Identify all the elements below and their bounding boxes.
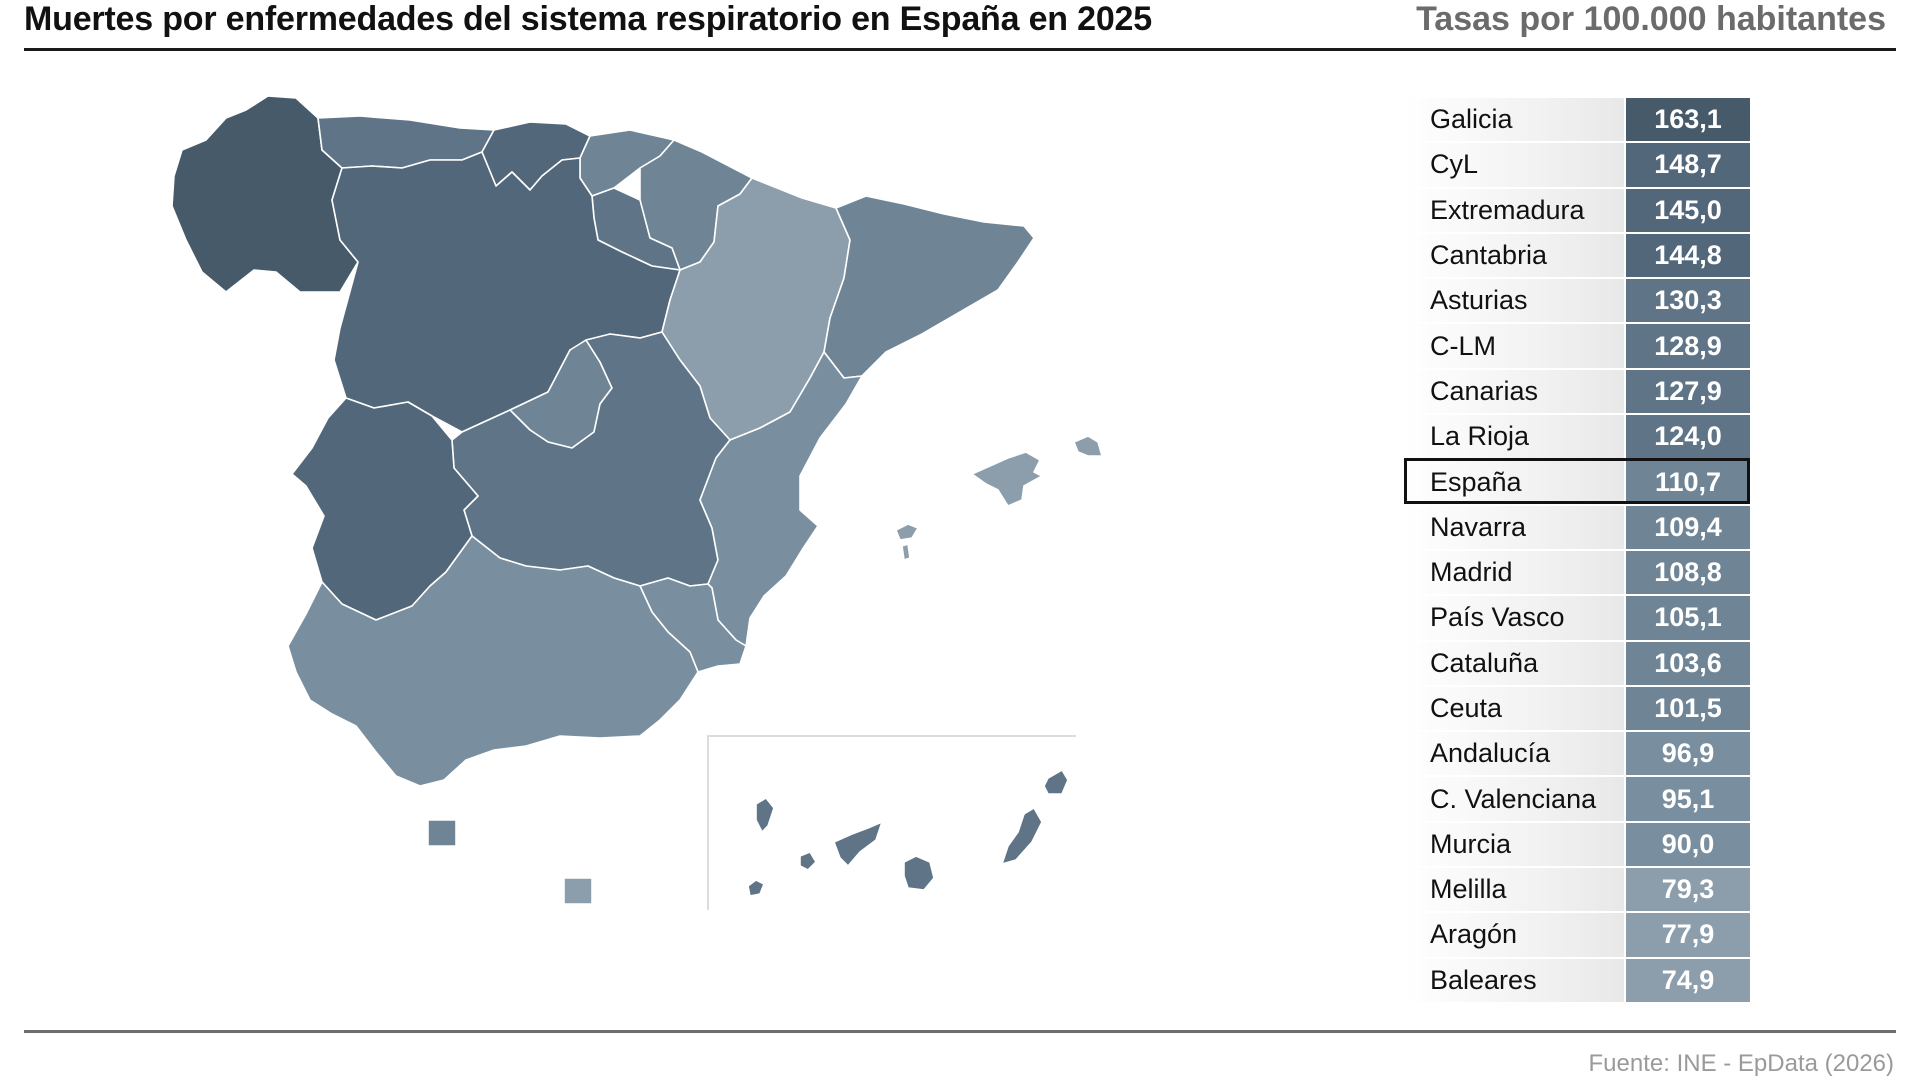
ranking-row: Madrid 108,8 — [1404, 548, 1750, 595]
ranking-region-name: Murcia — [1404, 822, 1624, 867]
ranking-row: Ceuta 101,5 — [1404, 684, 1750, 731]
ranking-table: Galicia 163,1 CyL 148,7 Extremadura 145,0 Cant… — [1404, 96, 1750, 1002]
ranking-region-name: CyL — [1404, 143, 1624, 187]
ranking-row: Asturias 130,3 — [1404, 277, 1750, 323]
ranking-rate-value: 95,1 — [1624, 777, 1750, 821]
ranking-row: Aragón 77,9 — [1404, 911, 1750, 957]
ranking-rate-value: 90,0 — [1624, 822, 1750, 867]
ranking-rate-value: 163,1 — [1624, 98, 1750, 142]
ranking-region-name: La Rioja — [1404, 415, 1624, 459]
ranking-rate-value: 101,5 — [1624, 686, 1750, 731]
ranking-row: Extremadura 145,0 — [1404, 186, 1750, 232]
ranking-region-name: Ceuta — [1404, 686, 1624, 731]
ranking-row: Murcia 90,0 — [1404, 820, 1750, 867]
map-region-cataluna[interactable] — [823, 195, 1035, 379]
map-region-baleares[interactable] — [895, 435, 1103, 561]
ranking-rate-value: 79,3 — [1624, 868, 1750, 912]
ranking-region-name: Canarias — [1404, 369, 1624, 414]
ranking-region-name: Galicia — [1404, 98, 1624, 142]
source-note: Fuente: INE - EpData (2026) — [1588, 1050, 1894, 1077]
canarias-inset-frame — [707, 735, 1076, 910]
page-subtitle: Tasas por 100.000 habitantes — [1416, 0, 1886, 38]
ranking-rate-value: 103,6 — [1624, 641, 1750, 685]
ranking-region-name: Navarra — [1404, 505, 1624, 549]
ranking-rate-value: 105,1 — [1624, 596, 1750, 640]
ranking-rate-value: 148,7 — [1624, 143, 1750, 187]
ranking-row-spain-total: España 110,7 — [1404, 458, 1750, 504]
ranking-region-name: Cantabria — [1404, 233, 1624, 278]
ranking-rate-value: 124,0 — [1624, 415, 1750, 459]
footer-divider — [24, 1030, 1896, 1033]
ranking-region-name: España — [1404, 460, 1624, 504]
ranking-region-name: Baleares — [1404, 958, 1624, 1002]
ranking-row: CyL 148,7 — [1404, 141, 1750, 187]
ranking-row: Navarra 109,4 — [1404, 503, 1750, 549]
ranking-rate-value: 127,9 — [1624, 369, 1750, 414]
page-title: Muertes por enfermedades del sistema res… — [24, 0, 1152, 38]
ranking-rate-value: 109,4 — [1624, 505, 1750, 549]
ranking-row: Melilla 79,3 — [1404, 866, 1750, 912]
ranking-row: País Vasco 105,1 — [1404, 594, 1750, 640]
ranking-rate-value: 128,9 — [1624, 324, 1750, 368]
ranking-row: La Rioja 124,0 — [1404, 413, 1750, 459]
ranking-row: Baleares 74,9 — [1404, 956, 1750, 1002]
ranking-rate-value: 144,8 — [1624, 233, 1750, 278]
ranking-region-name: Aragón — [1404, 913, 1624, 957]
ranking-region-name: Asturias — [1404, 279, 1624, 323]
ranking-region-name: Melilla — [1404, 868, 1624, 912]
ranking-region-name: Andalucía — [1404, 732, 1624, 776]
map-region-melilla[interactable] — [563, 877, 593, 905]
spain-map — [171, 95, 1103, 910]
ranking-rate-value: 145,0 — [1624, 188, 1750, 232]
ranking-row: Cantabria 144,8 — [1404, 231, 1750, 278]
ranking-row: Galicia 163,1 — [1404, 96, 1750, 142]
ranking-region-name: C-LM — [1404, 324, 1624, 368]
ranking-rate-value: 108,8 — [1624, 550, 1750, 595]
ranking-row: Cataluña 103,6 — [1404, 639, 1750, 685]
ranking-rate-value: 77,9 — [1624, 913, 1750, 957]
ranking-region-name: Extremadura — [1404, 188, 1624, 232]
ranking-rate-value: 110,7 — [1624, 460, 1750, 504]
ranking-region-name: C. Valenciana — [1404, 777, 1624, 821]
header: Muertes por enfermedades del sistema res… — [24, 0, 1896, 51]
ranking-region-name: País Vasco — [1404, 596, 1624, 640]
ranking-rate-value: 74,9 — [1624, 958, 1750, 1002]
ranking-region-name: Cataluña — [1404, 641, 1624, 685]
ranking-rate-value: 130,3 — [1624, 279, 1750, 323]
map-region-canarias[interactable] — [747, 769, 1069, 897]
ranking-region-name: Madrid — [1404, 550, 1624, 595]
ranking-row: Canarias 127,9 — [1404, 367, 1750, 414]
map-region-andalucia[interactable] — [287, 535, 699, 787]
ranking-row: Andalucía 96,9 — [1404, 730, 1750, 776]
ranking-rate-value: 96,9 — [1624, 732, 1750, 776]
ranking-row: C-LM 128,9 — [1404, 322, 1750, 368]
map-region-ceuta[interactable] — [427, 819, 457, 847]
ranking-row: C. Valenciana 95,1 — [1404, 775, 1750, 821]
